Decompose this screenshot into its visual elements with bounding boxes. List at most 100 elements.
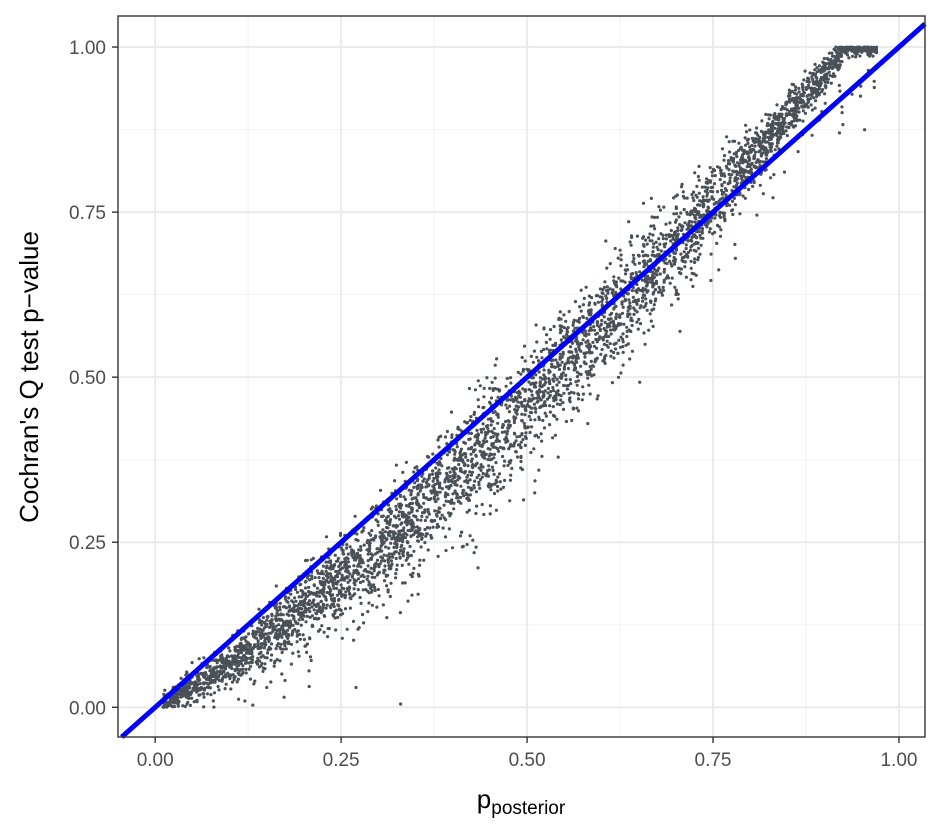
data-point-outlier — [399, 702, 403, 706]
data-point — [321, 564, 325, 568]
data-point — [744, 130, 749, 134]
data-point — [401, 581, 405, 585]
data-point — [753, 164, 757, 168]
data-point — [551, 436, 555, 440]
data-point — [478, 486, 482, 490]
data-point — [271, 627, 275, 631]
data-point — [761, 151, 765, 155]
data-point — [491, 435, 495, 439]
data-point — [619, 253, 623, 257]
data-point — [649, 224, 653, 228]
data-point — [644, 297, 648, 301]
data-point — [235, 648, 239, 652]
data-point — [468, 534, 472, 538]
data-point — [396, 533, 400, 537]
data-point — [557, 367, 562, 371]
data-point — [819, 77, 823, 81]
data-point — [453, 490, 457, 494]
data-point — [605, 266, 609, 270]
data-point — [220, 656, 225, 661]
data-point — [572, 318, 576, 322]
data-point — [179, 692, 183, 696]
data-point — [501, 485, 506, 489]
data-point — [488, 452, 492, 456]
data-point — [304, 586, 308, 590]
data-point — [489, 417, 493, 421]
data-point — [296, 622, 300, 626]
data-point — [383, 530, 387, 534]
data-point — [564, 384, 568, 388]
data-point — [426, 478, 430, 482]
data-point — [435, 525, 439, 530]
data-point — [681, 224, 685, 229]
data-point — [631, 260, 635, 264]
data-point — [745, 165, 749, 169]
data-point — [333, 616, 337, 620]
data-point — [227, 655, 231, 659]
data-point — [807, 86, 811, 90]
data-point — [651, 285, 655, 289]
data-point — [567, 391, 571, 396]
data-point — [512, 420, 517, 425]
data-point — [399, 503, 403, 507]
data-point — [240, 636, 244, 640]
data-point — [677, 266, 681, 270]
data-point — [519, 445, 523, 449]
data-point — [695, 195, 699, 199]
data-point — [276, 642, 280, 646]
data-point — [612, 342, 616, 346]
data-point — [530, 406, 534, 410]
data-point — [385, 584, 389, 588]
data-point — [703, 223, 707, 227]
data-point — [654, 240, 658, 244]
data-point — [506, 426, 510, 430]
data-point — [579, 349, 583, 353]
data-point — [653, 227, 657, 231]
data-point — [291, 651, 295, 655]
data-point — [612, 307, 616, 311]
data-point — [725, 135, 729, 139]
data-point — [195, 690, 199, 694]
data-point — [282, 641, 286, 645]
data-point — [863, 128, 867, 132]
data-point — [614, 347, 618, 351]
data-point — [548, 348, 553, 352]
data-point — [743, 196, 747, 200]
data-point — [201, 692, 205, 696]
data-point — [239, 651, 243, 655]
data-point — [496, 432, 500, 436]
data-point — [367, 601, 371, 605]
y-tick-label: 1.00 — [69, 38, 106, 59]
data-point — [236, 677, 240, 681]
data-point — [301, 593, 305, 597]
data-point — [336, 579, 340, 584]
data-point — [172, 696, 176, 701]
data-point — [790, 98, 794, 102]
data-point — [612, 275, 616, 279]
data-point — [533, 418, 537, 422]
data-point — [444, 485, 449, 489]
data-point — [840, 105, 844, 109]
data-point — [542, 426, 547, 430]
data-point — [414, 529, 418, 533]
data-point — [689, 259, 693, 263]
data-point — [229, 687, 233, 691]
data-point — [611, 319, 616, 323]
data-point — [722, 190, 726, 194]
data-point — [410, 506, 414, 510]
data-point — [641, 243, 646, 247]
data-point — [265, 651, 270, 655]
data-point — [627, 220, 631, 224]
data-point — [603, 355, 607, 359]
data-point — [578, 305, 582, 309]
data-point — [585, 344, 589, 348]
data-point — [463, 462, 467, 466]
data-point — [721, 211, 725, 215]
data-point — [359, 601, 363, 606]
data-point — [718, 234, 723, 238]
data-point — [332, 604, 336, 609]
data-point — [542, 393, 546, 397]
data-point — [599, 322, 603, 326]
data-point — [824, 72, 829, 76]
data-point — [387, 552, 391, 556]
